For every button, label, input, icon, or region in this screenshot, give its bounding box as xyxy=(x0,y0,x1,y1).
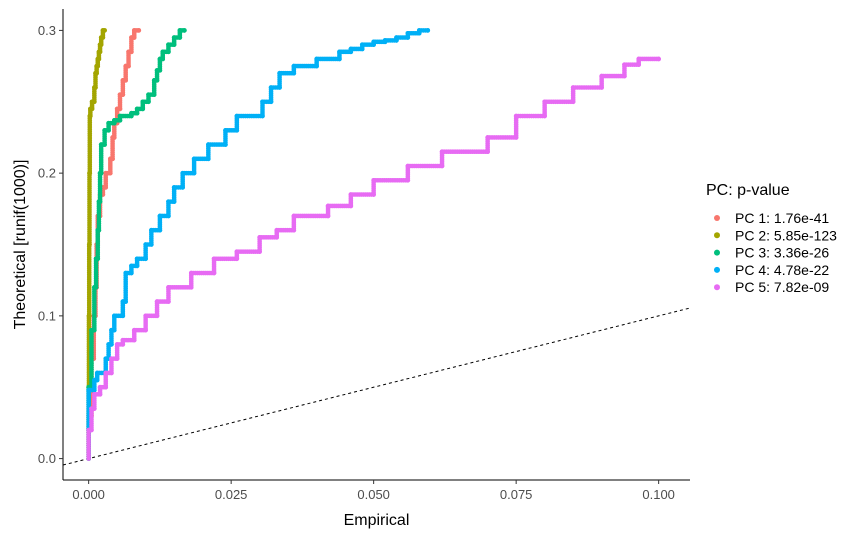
legend-key-3 xyxy=(714,249,720,256)
legend-label-3: PC 3: 3.36e-26 xyxy=(735,245,829,261)
legend-label-5: PC 5: 7.82e-09 xyxy=(735,279,829,295)
legend-label-1: PC 1: 1.76e-41 xyxy=(735,210,829,226)
y-tick-label: 0.1 xyxy=(38,308,56,323)
x-tick-label: 0.025 xyxy=(215,487,248,502)
data-point xyxy=(182,28,187,33)
series-5 xyxy=(86,56,661,461)
legend-key-2 xyxy=(714,232,720,239)
data-point xyxy=(656,56,661,62)
axes: 0.000 0.025 0.050 0.075 0.100 0.0 0.1 0.2 0.3 E… xyxy=(12,9,690,529)
legend-key-4 xyxy=(714,266,720,273)
identity-reference-line xyxy=(62,307,691,466)
x-axis-ticks: 0.000 0.025 0.050 0.075 0.100 xyxy=(72,480,675,502)
data-point xyxy=(102,28,107,33)
x-axis-title: Empirical xyxy=(344,512,410,529)
plot-area xyxy=(62,28,691,466)
data-point xyxy=(425,28,431,33)
series-layer xyxy=(86,28,661,461)
y-axis-ticks: 0.0 0.1 0.2 0.3 xyxy=(38,23,63,466)
data-point xyxy=(136,28,142,33)
legend-title: PC: p-value xyxy=(706,182,790,199)
x-tick-label: 0.100 xyxy=(642,487,675,502)
x-tick-label: 0.075 xyxy=(500,487,533,502)
y-tick-label: 0.2 xyxy=(38,166,56,181)
legend-key-1 xyxy=(714,215,720,221)
y-tick-label: 0.0 xyxy=(38,451,56,466)
series-3 xyxy=(86,28,187,461)
legend-label-2: PC 2: 5.85e-123 xyxy=(735,227,837,243)
legend-label-4: PC 4: 4.78e-22 xyxy=(735,262,829,278)
x-tick-label: 0.000 xyxy=(72,487,105,502)
y-tick-label: 0.3 xyxy=(38,23,56,38)
y-axis-title: Theoretical [runif(1000)] xyxy=(12,160,29,330)
x-tick-label: 0.050 xyxy=(357,487,390,502)
legend-key-5 xyxy=(714,284,720,291)
